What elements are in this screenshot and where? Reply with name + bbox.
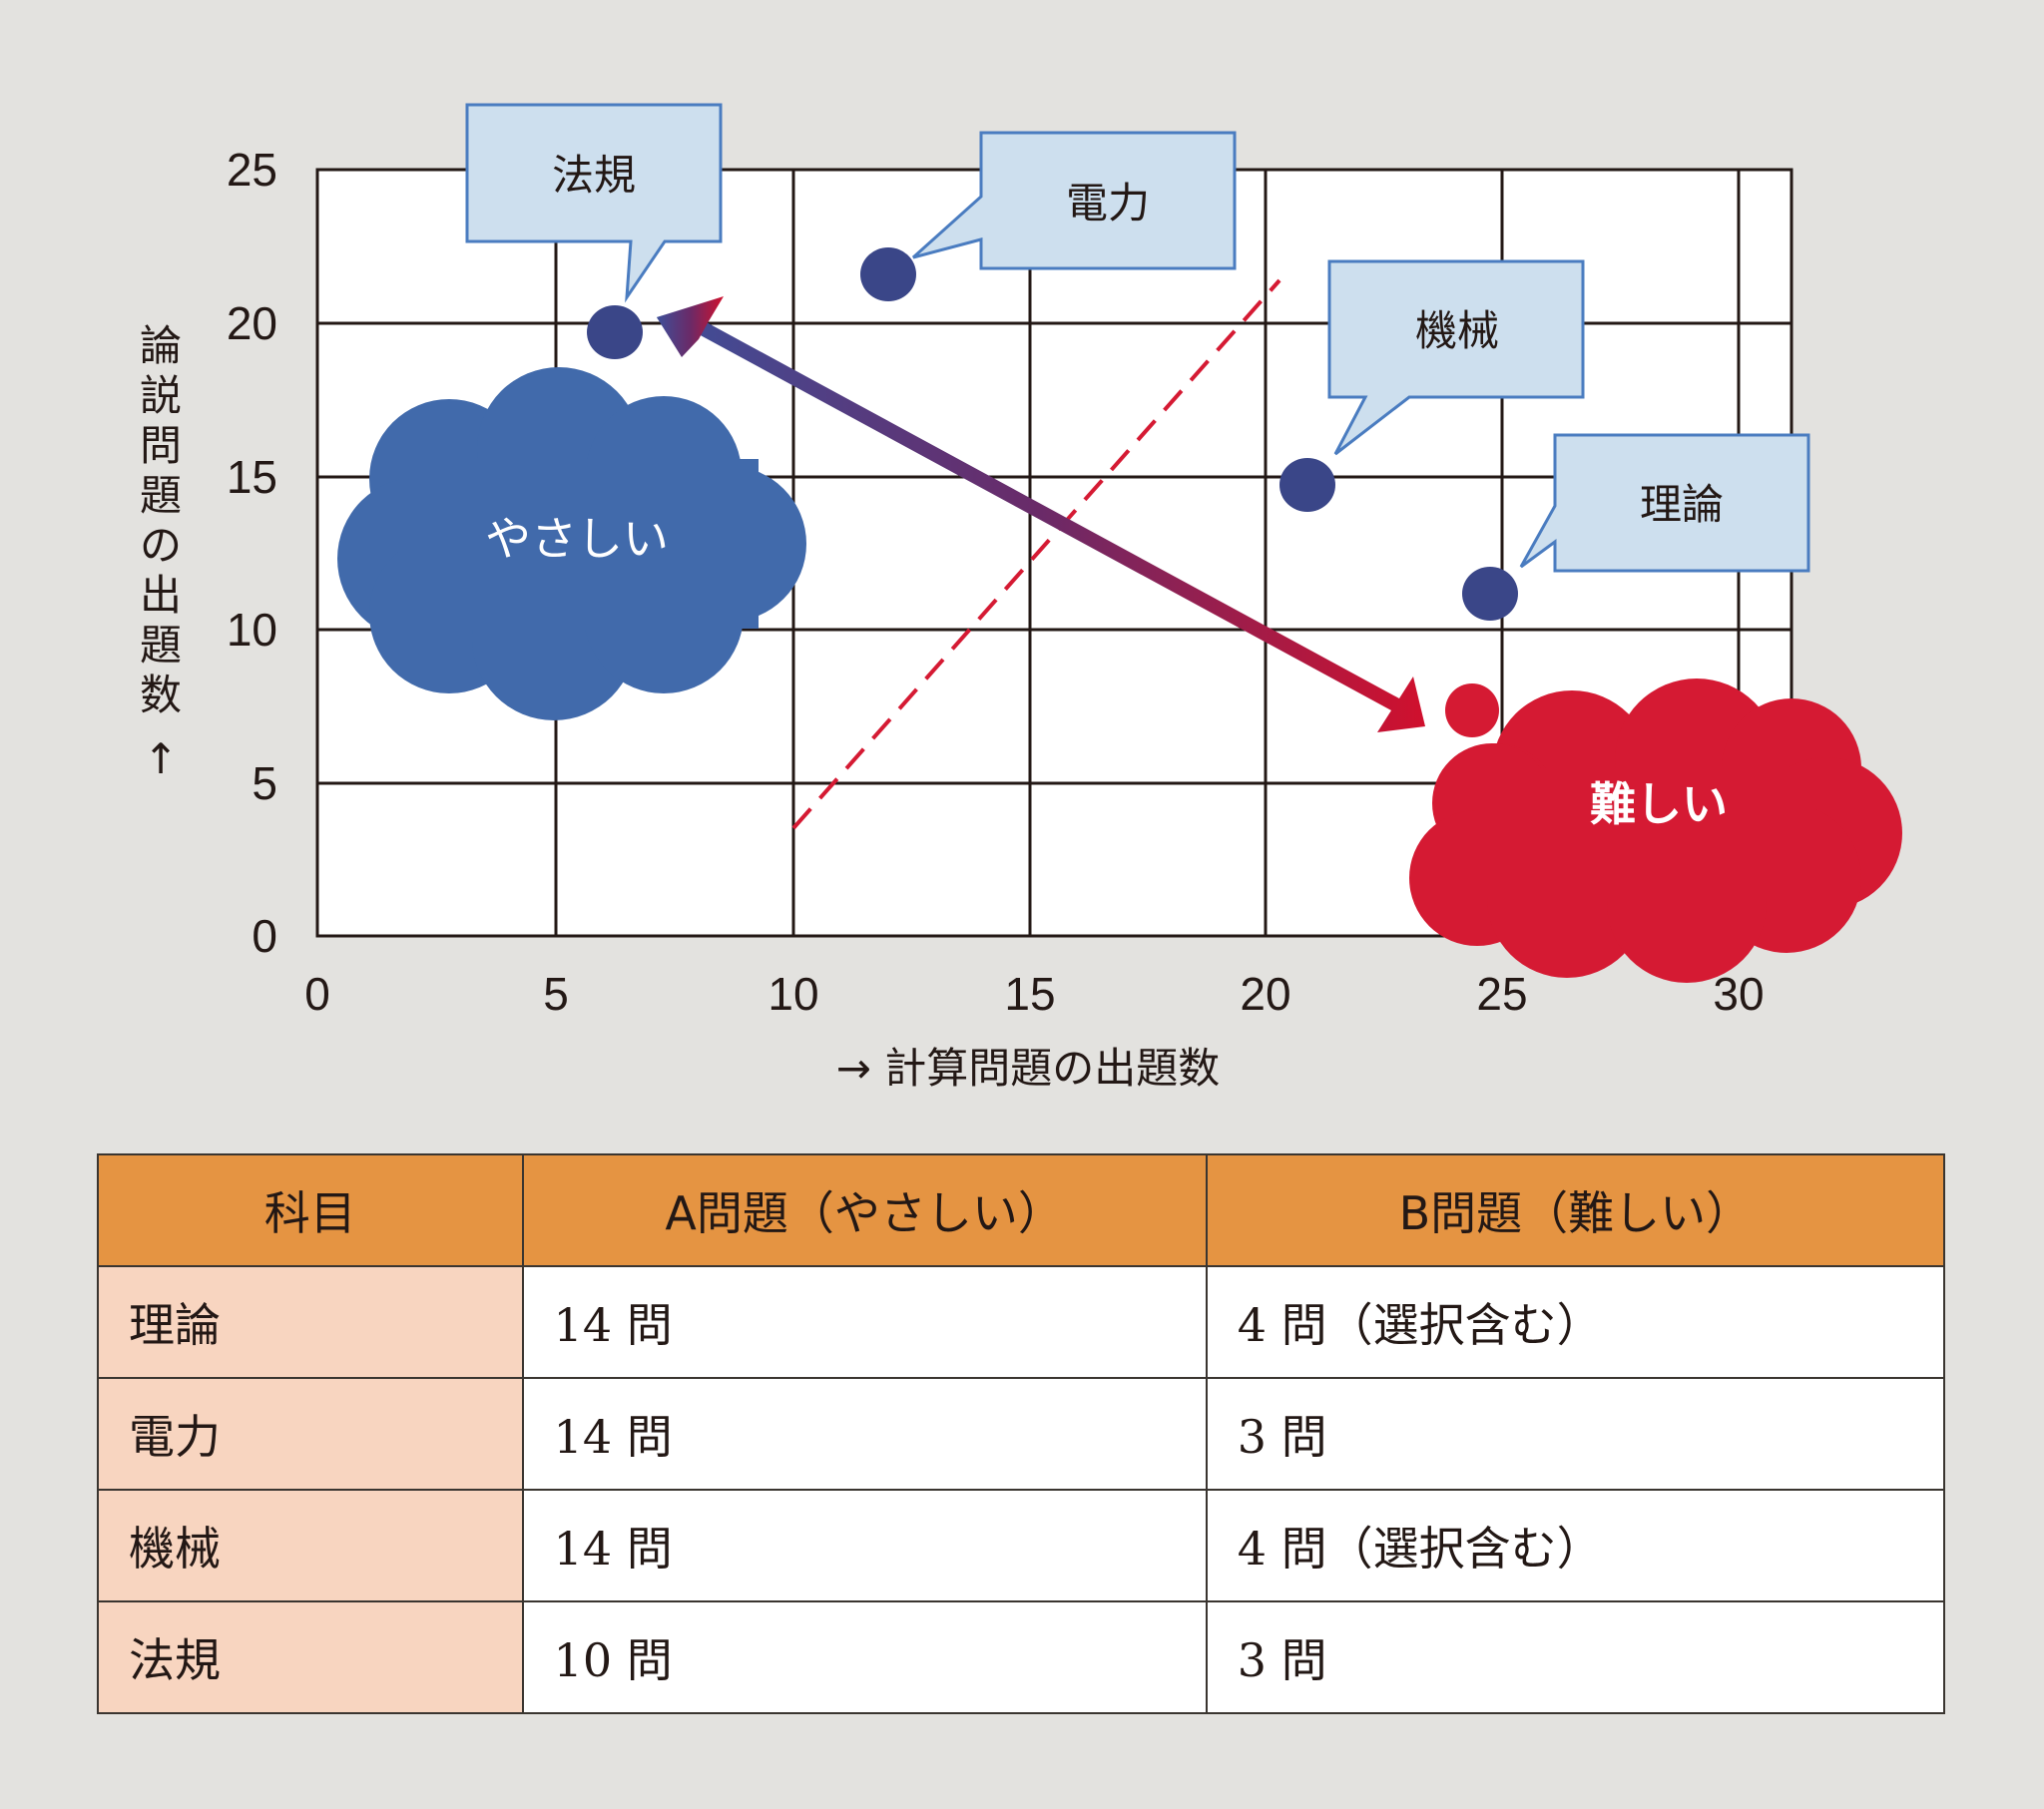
callout-label: 機械 xyxy=(1415,306,1499,355)
y-label-char: 題 xyxy=(139,621,182,670)
b-count-cell: 4 問（選択含む） xyxy=(1205,1265,1946,1379)
y-tick: 5 xyxy=(252,757,277,809)
subjects-table: 科目 A問題（やさしい） B問題（難しい） 理論 14 問 4 問（選択含む） … xyxy=(97,1153,1946,1714)
table-row: 理論 14 問 4 問（選択含む） xyxy=(97,1265,1946,1379)
y-label-arrow: ↑ xyxy=(143,734,179,783)
header-subject: 科目 xyxy=(97,1153,524,1267)
callout-riron: 理論 xyxy=(1519,433,1810,573)
x-tick: 10 xyxy=(767,968,818,1020)
y-label-char: 問 xyxy=(139,421,182,470)
header-a-problems: A問題（やさしい） xyxy=(521,1153,1208,1267)
x-tick: 25 xyxy=(1476,968,1527,1020)
double-arrow xyxy=(657,296,1425,732)
y-axis-label: 論 説 問 題 の 出 題 数 ↑ xyxy=(136,321,186,784)
callout-kikai: 機械 xyxy=(1327,259,1585,456)
y-label-char: 説 xyxy=(139,371,182,420)
callout-label: 電力 xyxy=(1066,179,1150,227)
callout-houki: 法規 xyxy=(465,103,723,303)
dashed-boundary-line xyxy=(791,278,1281,830)
hard-cloud-label: 難しい xyxy=(1590,777,1728,831)
x-axis-label: → 計算問題の出題数 xyxy=(836,1044,1221,1093)
a-count-cell: 14 問 xyxy=(521,1377,1208,1491)
x-tick: 5 xyxy=(543,968,569,1020)
table-row: 機械 14 問 4 問（選択含む） xyxy=(97,1489,1946,1602)
callout-label: 理論 xyxy=(1640,480,1724,529)
data-point-denryoku xyxy=(860,247,916,301)
data-point-houki xyxy=(587,305,643,359)
y-label-char: 論 xyxy=(139,321,182,370)
hard-cloud: 難しい xyxy=(1409,678,1902,983)
scatter-chart: 25 20 15 10 5 0 0 5 10 15 20 25 30 → 計算問… xyxy=(227,103,1902,1093)
header-b-problems: B問題（難しい） xyxy=(1205,1153,1946,1267)
subject-cell: 法規 xyxy=(97,1600,524,1714)
y-label-char: 題 xyxy=(139,471,182,520)
subject-cell: 電力 xyxy=(97,1377,524,1491)
b-count-cell: 3 問 xyxy=(1205,1600,1946,1714)
a-count-cell: 14 問 xyxy=(521,1265,1208,1379)
subject-cell: 機械 xyxy=(97,1489,524,1602)
data-points xyxy=(587,247,1518,621)
callout-denryoku: 電力 xyxy=(911,131,1237,270)
x-tick: 15 xyxy=(1004,968,1055,1020)
table-row: 電力 14 問 3 問 xyxy=(97,1377,1946,1491)
x-tick: 20 xyxy=(1240,968,1290,1020)
y-tick: 0 xyxy=(252,910,277,962)
a-count-cell: 14 問 xyxy=(521,1489,1208,1602)
y-label-char: 数 xyxy=(139,671,182,719)
data-point-kikai xyxy=(1279,458,1335,512)
y-tick: 15 xyxy=(227,451,277,503)
data-point-riron xyxy=(1462,567,1518,621)
x-axis-ticks: 0 5 10 15 20 25 30 xyxy=(304,968,1764,1020)
x-tick: 0 xyxy=(304,968,330,1020)
y-label-char: の xyxy=(139,521,182,570)
y-label-char: 出 xyxy=(139,571,182,620)
x-tick: 30 xyxy=(1713,968,1764,1020)
y-axis-ticks: 25 20 15 10 5 0 xyxy=(227,144,277,962)
subject-cell: 理論 xyxy=(97,1265,524,1379)
callout-label: 法規 xyxy=(552,151,636,200)
table-header-row: 科目 A問題（やさしい） B問題（難しい） xyxy=(97,1153,1946,1267)
y-tick: 10 xyxy=(227,604,277,656)
a-count-cell: 10 問 xyxy=(521,1600,1208,1714)
easy-cloud-label: やさしい xyxy=(485,512,669,566)
y-tick: 25 xyxy=(227,144,277,196)
easy-cloud: やさしい xyxy=(337,367,806,720)
b-count-cell: 3 問 xyxy=(1205,1377,1946,1491)
b-count-cell: 4 問（選択含む） xyxy=(1205,1489,1946,1602)
y-tick: 20 xyxy=(227,297,277,349)
table-row: 法規 10 問 3 問 xyxy=(97,1600,1946,1714)
